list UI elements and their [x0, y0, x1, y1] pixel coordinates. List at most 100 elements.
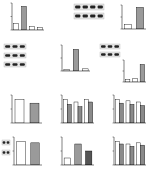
y-tick	[11, 3, 13, 4]
y-tick	[61, 109, 63, 110]
blot	[2, 140, 10, 145]
blot	[4, 44, 26, 49]
bar	[119, 103, 123, 123]
y-tick	[113, 123, 115, 124]
y-tick	[61, 165, 63, 166]
blot-band	[108, 53, 113, 56]
bar	[75, 144, 81, 165]
blot-band	[12, 54, 17, 57]
bar	[63, 100, 67, 123]
bar	[140, 64, 144, 82]
chart	[11, 3, 45, 30]
chart	[113, 137, 147, 165]
blot-band	[5, 54, 10, 57]
chart	[121, 5, 147, 29]
y-tick	[11, 109, 13, 110]
y-axis	[122, 5, 123, 29]
blot-band	[101, 45, 106, 48]
bar	[119, 144, 123, 165]
y-axis	[12, 3, 13, 30]
x-axis	[124, 82, 146, 83]
y-axis	[62, 95, 63, 123]
y-tick	[61, 58, 63, 59]
bar	[124, 24, 131, 29]
bar	[67, 104, 71, 123]
blot-band	[5, 45, 10, 48]
y-tick	[13, 165, 15, 166]
y-tick	[123, 82, 125, 83]
blot-frame	[2, 150, 10, 155]
bar	[141, 145, 145, 165]
blot-frame	[2, 140, 10, 145]
bar	[130, 146, 134, 165]
blot	[74, 13, 104, 19]
bar	[30, 103, 39, 123]
bars	[17, 142, 39, 165]
blot-band	[7, 141, 10, 144]
blot-frame	[4, 44, 26, 49]
y-axis	[62, 137, 63, 165]
blot-band	[90, 15, 95, 18]
x-axis	[62, 71, 90, 72]
y-tick	[113, 95, 115, 96]
y-tick	[61, 95, 63, 96]
blot	[2, 150, 10, 155]
bar	[30, 27, 35, 30]
blot	[100, 44, 120, 49]
x-axis	[14, 165, 42, 166]
x-axis	[114, 123, 146, 124]
blot-band	[20, 63, 25, 66]
y-tick	[11, 123, 13, 124]
y-tick	[61, 151, 63, 152]
bars	[64, 49, 88, 71]
blot-band	[7, 151, 10, 154]
x-axis	[12, 30, 44, 31]
y-axis	[114, 137, 115, 165]
blot-band	[98, 6, 103, 9]
blot-band	[114, 53, 119, 56]
blot-frame	[100, 44, 120, 49]
bar	[85, 100, 89, 123]
y-tick	[61, 123, 63, 124]
bar	[89, 102, 93, 123]
bar	[83, 69, 89, 71]
y-axis	[124, 60, 125, 82]
y-axis	[14, 137, 15, 165]
bar	[137, 143, 141, 165]
y-tick	[61, 45, 63, 46]
bar	[137, 102, 141, 123]
blot-band	[3, 141, 6, 144]
y-tick	[113, 165, 115, 166]
y-axis	[62, 45, 63, 71]
bars	[124, 7, 143, 29]
bar	[73, 49, 79, 71]
blot-band	[83, 15, 88, 18]
blot-band	[90, 6, 95, 9]
x-axis	[122, 29, 146, 30]
bar	[22, 6, 27, 30]
y-tick	[113, 151, 115, 152]
y-tick	[121, 5, 123, 6]
y-tick	[121, 29, 123, 30]
blot-band	[20, 45, 25, 48]
bars	[63, 100, 92, 123]
bars	[115, 142, 144, 165]
figure	[0, 0, 150, 178]
chart	[61, 95, 95, 123]
chart	[13, 137, 43, 165]
bar	[141, 106, 145, 124]
chart	[113, 95, 147, 123]
bar	[31, 143, 39, 165]
bar	[115, 100, 119, 123]
bars	[14, 6, 43, 30]
bar	[126, 144, 130, 165]
y-tick	[11, 16, 13, 17]
y-tick	[123, 71, 125, 72]
bar	[126, 101, 130, 123]
x-axis	[114, 165, 146, 166]
blot-band	[98, 15, 103, 18]
blot-frame	[4, 53, 26, 58]
blot-band	[83, 6, 88, 9]
blot-band	[75, 6, 80, 9]
x-axis	[12, 123, 42, 124]
